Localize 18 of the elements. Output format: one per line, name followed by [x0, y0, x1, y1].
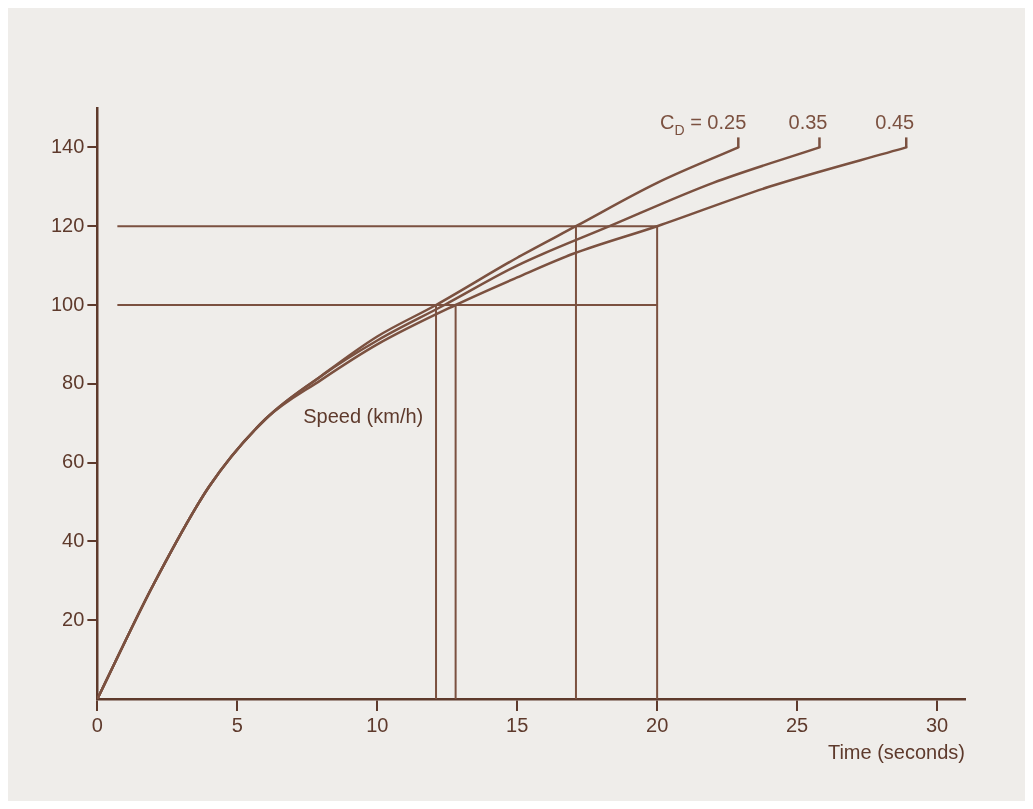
y-axis-title: Speed (km/h): [303, 405, 424, 428]
y-tick-label: 140: [50, 134, 85, 157]
x-tick-label: 30: [925, 713, 949, 736]
x-tick-label: 0: [91, 713, 103, 736]
y-tick-label: 100: [50, 292, 85, 315]
x-tick-label: 5: [231, 713, 243, 736]
x-axis-title: Time (seconds): [827, 741, 966, 763]
y-tick-label: 120: [50, 213, 85, 236]
series-label: 0.45: [875, 111, 915, 134]
x-tick-label: 20: [646, 713, 669, 736]
x-tick-label: 25: [785, 713, 809, 736]
y-tick-label: 60: [62, 450, 85, 473]
y-tick-label: 20: [62, 607, 85, 630]
series-label: 0.35: [788, 111, 828, 134]
x-tick-label: 10: [366, 713, 389, 736]
y-tick-label: 80: [62, 371, 85, 394]
x-tick-label: 15: [506, 713, 529, 736]
y-tick-label: 40: [62, 528, 85, 551]
